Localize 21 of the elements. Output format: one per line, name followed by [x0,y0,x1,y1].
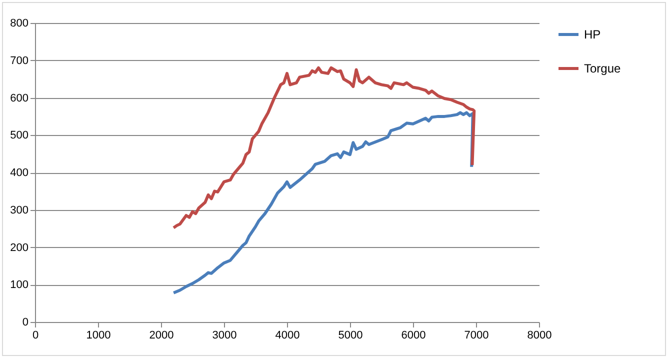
y-tick-label: 600 [10,92,28,104]
x-tick-label: 4000 [275,330,300,342]
y-tick-label: 400 [10,167,28,179]
x-tick-label: 2000 [149,330,174,342]
x-tick-label: 6000 [401,330,426,342]
y-tick-label: 800 [10,18,28,30]
x-tick-label: 5000 [338,330,363,342]
y-tick-label: 300 [10,204,28,216]
x-tick-label: 3000 [212,330,237,342]
y-tick-label: 500 [10,130,28,142]
y-tick-label: 700 [10,54,28,67]
y-tick-label: 0 [22,316,28,328]
x-tick-label: 8000 [527,330,552,342]
legend-label: HP [584,28,601,42]
y-tick-label: 200 [10,242,28,254]
line-series [172,66,476,230]
y-tick-label: 100 [10,279,28,292]
x-tick-label: 0 [32,330,39,342]
x-tick-label: 1000 [86,330,111,342]
x-tick-label: 7000 [464,330,489,342]
legend-label: Torgue [584,62,622,76]
